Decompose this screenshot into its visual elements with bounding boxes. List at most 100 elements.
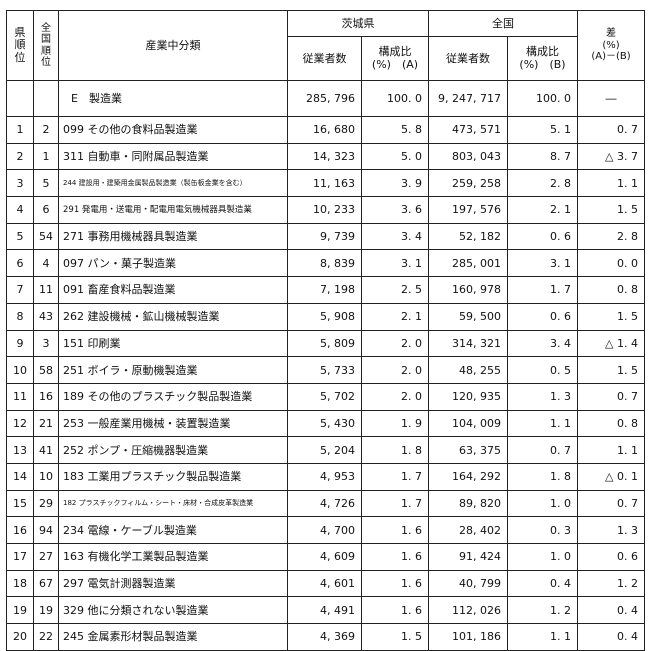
national-employees-cell: 48, 255 xyxy=(428,356,508,384)
national-rank-cell: 27 xyxy=(33,543,59,571)
ibaraki-employees-cell: 16, 680 xyxy=(287,116,362,144)
industry-name-cell: 252 ポンプ・圧縮機器製造業 xyxy=(58,436,288,464)
ibaraki-employees-cell: 4, 726 xyxy=(287,489,362,518)
pref-rank-cell: 3 xyxy=(6,169,34,198)
ibaraki-employees-cell: 4, 953 xyxy=(287,462,362,491)
total-ibaraki-employees: 285, 796 xyxy=(287,80,362,117)
national-rank-cell: 67 xyxy=(33,569,59,598)
national-rank-cell: 54 xyxy=(33,222,59,251)
difference-cell: △ 0. 1 xyxy=(577,462,645,491)
total-ibaraki-ratio: 100. 0 xyxy=(361,80,429,117)
national-employees-cell: 285, 001 xyxy=(428,249,508,278)
total-national-ratio: 100. 0 xyxy=(507,80,578,117)
ibaraki-employees-cell: 8, 839 xyxy=(287,249,362,278)
national-rank-cell: 43 xyxy=(33,302,59,331)
national-ratio-cell: 8. 7 xyxy=(507,142,578,171)
difference-cell: 0. 4 xyxy=(577,596,645,625)
national-employees-cell: 314, 321 xyxy=(428,329,508,358)
header-national: 全国 xyxy=(428,10,578,37)
ibaraki-employees-cell: 5, 702 xyxy=(287,382,362,411)
table-row: 5 54 271 事務用機械器具製造業 9, 739 3. 4 52, 182 0. 6 2.… xyxy=(6,222,645,251)
national-rank-cell: 94 xyxy=(33,516,59,544)
industry-name-cell: 251 ボイラ・原動機製造業 xyxy=(58,356,288,384)
industry-name-cell: 151 印刷業 xyxy=(58,329,288,358)
ibaraki-employees-cell: 5, 204 xyxy=(287,436,362,464)
pref-rank-cell: 5 xyxy=(6,222,34,251)
ibaraki-employees-cell: 5, 809 xyxy=(287,329,362,358)
table-row: 8 43 262 建設機械・鉱山機械製造業 5, 908 2. 1 59, 500 0. 6… xyxy=(6,302,645,331)
national-rank-cell: 11 xyxy=(33,276,59,304)
national-ratio-cell: 0. 3 xyxy=(507,516,578,544)
ibaraki-employees-cell: 9, 739 xyxy=(287,222,362,251)
industry-name-cell: 099 その他の食料品製造業 xyxy=(58,116,288,144)
ibaraki-employees-cell: 14, 323 xyxy=(287,142,362,171)
national-employees-cell: 89, 820 xyxy=(428,489,508,518)
difference-cell: 0. 0 xyxy=(577,249,645,278)
header-difference: 差 (%) (A)－(B) xyxy=(577,10,645,81)
pref-rank-cell: 20 xyxy=(6,623,34,651)
national-ratio-cell: 2. 1 xyxy=(507,196,578,224)
industry-name-cell: 234 電線・ケーブル製造業 xyxy=(58,516,288,544)
difference-cell: 1. 1 xyxy=(577,436,645,464)
ibaraki-ratio-cell: 1. 6 xyxy=(361,596,429,625)
pref-rank-cell: 18 xyxy=(6,569,34,598)
industry-name-cell: 183 工業用プラスチック製品製造業 xyxy=(58,462,288,491)
ibaraki-ratio-cell: 1. 9 xyxy=(361,409,429,438)
national-employees-cell: 52, 182 xyxy=(428,222,508,251)
table-row: 11 16 189 その他のプラスチック製品製造業 5, 702 2. 0 120, 93… xyxy=(6,382,645,411)
table-row: 19 19 329 他に分類されない製造業 4, 491 1. 6 112, 026 1. … xyxy=(6,596,645,625)
ibaraki-ratio-cell: 3. 1 xyxy=(361,249,429,278)
pref-rank-cell: 11 xyxy=(6,382,34,411)
ibaraki-employees-cell: 4, 491 xyxy=(287,596,362,625)
national-employees-cell: 164, 292 xyxy=(428,462,508,491)
header-ibaraki: 茨城県 xyxy=(287,10,429,37)
difference-cell: 0. 7 xyxy=(577,116,645,144)
header-ibaraki-ratio: 構成比 (%) (A) xyxy=(361,36,429,81)
ibaraki-ratio-cell: 2. 1 xyxy=(361,302,429,331)
national-employees-cell: 259, 258 xyxy=(428,169,508,198)
ibaraki-ratio-cell: 1. 6 xyxy=(361,516,429,544)
ibaraki-ratio-cell: 2. 0 xyxy=(361,356,429,384)
industry-name-cell: 271 事務用機械器具製造業 xyxy=(58,222,288,251)
pref-rank-cell: 6 xyxy=(6,249,34,278)
table-row: 15 29 182 プラスチックフィルム・シート・床材・合成皮革製造業 4, 726 1… xyxy=(6,489,645,518)
industry-name-cell: 291 発電用・送電用・配電用電気機械器具製造業 xyxy=(58,196,288,224)
total-difference: ― xyxy=(577,80,645,117)
national-employees-cell: 104, 009 xyxy=(428,409,508,438)
industry-name-cell: 253 一般産業用機械・装置製造業 xyxy=(58,409,288,438)
national-rank-cell: 1 xyxy=(33,142,59,171)
difference-cell: △ 1. 4 xyxy=(577,329,645,358)
national-ratio-cell: 1. 3 xyxy=(507,382,578,411)
national-rank-cell: 58 xyxy=(33,356,59,384)
ibaraki-ratio-cell: 2. 0 xyxy=(361,382,429,411)
national-employees-cell: 112, 026 xyxy=(428,596,508,625)
national-ratio-cell: 1. 8 xyxy=(507,462,578,491)
pref-rank-cell: 10 xyxy=(6,356,34,384)
pref-rank-cell: 19 xyxy=(6,596,34,625)
pref-rank-cell: 9 xyxy=(6,329,34,358)
national-ratio-cell: 0. 4 xyxy=(507,569,578,598)
ibaraki-employees-cell: 4, 700 xyxy=(287,516,362,544)
national-rank-cell: 10 xyxy=(33,462,59,491)
national-employees-cell: 91, 424 xyxy=(428,543,508,571)
pref-rank-cell: 12 xyxy=(6,409,34,438)
industry-employment-table: 県 順 位 全 国 順 位 産業中分類 茨城県 全国 差 (%) (A)－(B)… xyxy=(6,10,645,651)
pref-rank-cell: 13 xyxy=(6,436,34,464)
ibaraki-ratio-cell: 3. 6 xyxy=(361,196,429,224)
ibaraki-employees-cell: 5, 908 xyxy=(287,302,362,331)
table-row: 2 1 311 自動車・同附属品製造業 14, 323 5. 0 803, 043 8. 7… xyxy=(6,142,645,171)
national-ratio-cell: 1. 1 xyxy=(507,409,578,438)
table-row: 12 21 253 一般産業用機械・装置製造業 5, 430 1. 9 104, 009 1… xyxy=(6,409,645,438)
difference-cell: 0. 7 xyxy=(577,382,645,411)
ibaraki-employees-cell: 7, 198 xyxy=(287,276,362,304)
table-row: 9 3 151 印刷業 5, 809 2. 0 314, 321 3. 4 △ 1. 4 xyxy=(6,329,645,358)
national-employees-cell: 101, 186 xyxy=(428,623,508,651)
national-rank-cell: 6 xyxy=(33,196,59,224)
national-employees-cell: 63, 375 xyxy=(428,436,508,464)
pref-rank-cell: 15 xyxy=(6,489,34,518)
header-row-bottom: 従業者数 構成比 (%) (A) 従業者数 構成比 (%) (B) xyxy=(7,36,645,81)
national-ratio-cell: 2. 8 xyxy=(507,169,578,198)
ibaraki-ratio-cell: 3. 4 xyxy=(361,222,429,251)
national-employees-cell: 197, 576 xyxy=(428,196,508,224)
